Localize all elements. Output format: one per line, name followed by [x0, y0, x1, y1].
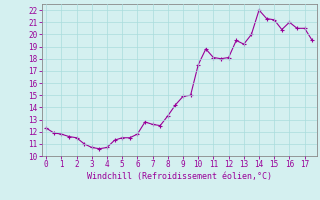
X-axis label: Windchill (Refroidissement éolien,°C): Windchill (Refroidissement éolien,°C)	[87, 172, 272, 181]
